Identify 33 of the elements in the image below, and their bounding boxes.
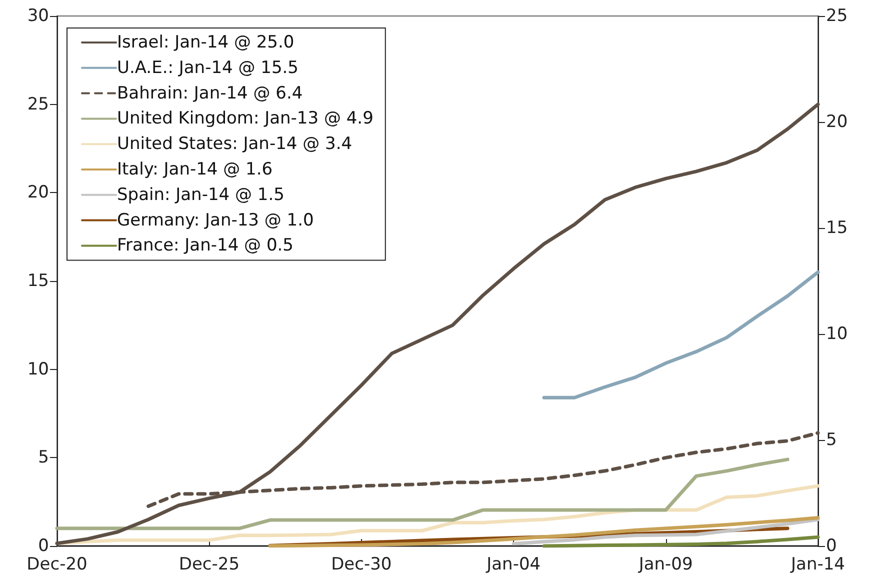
x-tick-label: Jan-09 bbox=[638, 554, 693, 574]
y-tick-label: 20 bbox=[27, 182, 49, 203]
x-tick-label: Dec-30 bbox=[331, 554, 392, 574]
line-series bbox=[55, 458, 790, 530]
legend-label: United Kingdom: Jan-13 @ 4.9 bbox=[117, 108, 374, 129]
legend-label: Bahrain: Jan-14 @ 6.4 bbox=[117, 83, 303, 104]
legend-label: Germany: Jan-13 @ 1.0 bbox=[117, 210, 314, 230]
x-tick-label: Dec-25 bbox=[178, 554, 240, 574]
x-tick-label: Jan-04 bbox=[486, 554, 541, 574]
y-tick-label: 10 bbox=[27, 359, 49, 380]
y2-tick-label: 10 bbox=[826, 324, 848, 344]
line-series bbox=[268, 516, 820, 548]
line-series bbox=[542, 535, 820, 548]
legend-label: France: Jan-14 @ 0.5 bbox=[117, 236, 294, 256]
legend-label: United States: Jan-14 @ 3.4 bbox=[117, 134, 352, 154]
line-series bbox=[542, 270, 820, 400]
legend-label: U.A.E.: Jan-14 @ 15.5 bbox=[117, 58, 298, 78]
x-tick-label: Jan-14 bbox=[790, 554, 845, 574]
line-series bbox=[512, 518, 820, 546]
y2-tick-label: 15 bbox=[826, 218, 848, 238]
y2-tick-label: 25 bbox=[826, 6, 848, 26]
y-tick-label: 15 bbox=[27, 271, 49, 291]
y-tick-label: 5 bbox=[38, 448, 49, 468]
y-tick-label: 25 bbox=[27, 94, 49, 114]
y2-tick-label: 0 bbox=[826, 536, 837, 556]
legend-label: Israel: Jan-14 @ 25.0 bbox=[117, 32, 294, 52]
y-tick-label: 30 bbox=[27, 6, 49, 26]
y2-tick-label: 5 bbox=[826, 430, 837, 450]
legend-label: Spain: Jan-14 @ 1.5 bbox=[117, 184, 284, 205]
legend-label: Italy: Jan-14 @ 1.6 bbox=[117, 160, 273, 180]
y2-tick-label: 20 bbox=[826, 112, 848, 132]
x-tick-label: Dec-20 bbox=[26, 554, 88, 574]
y-tick-label: 0 bbox=[38, 536, 49, 556]
